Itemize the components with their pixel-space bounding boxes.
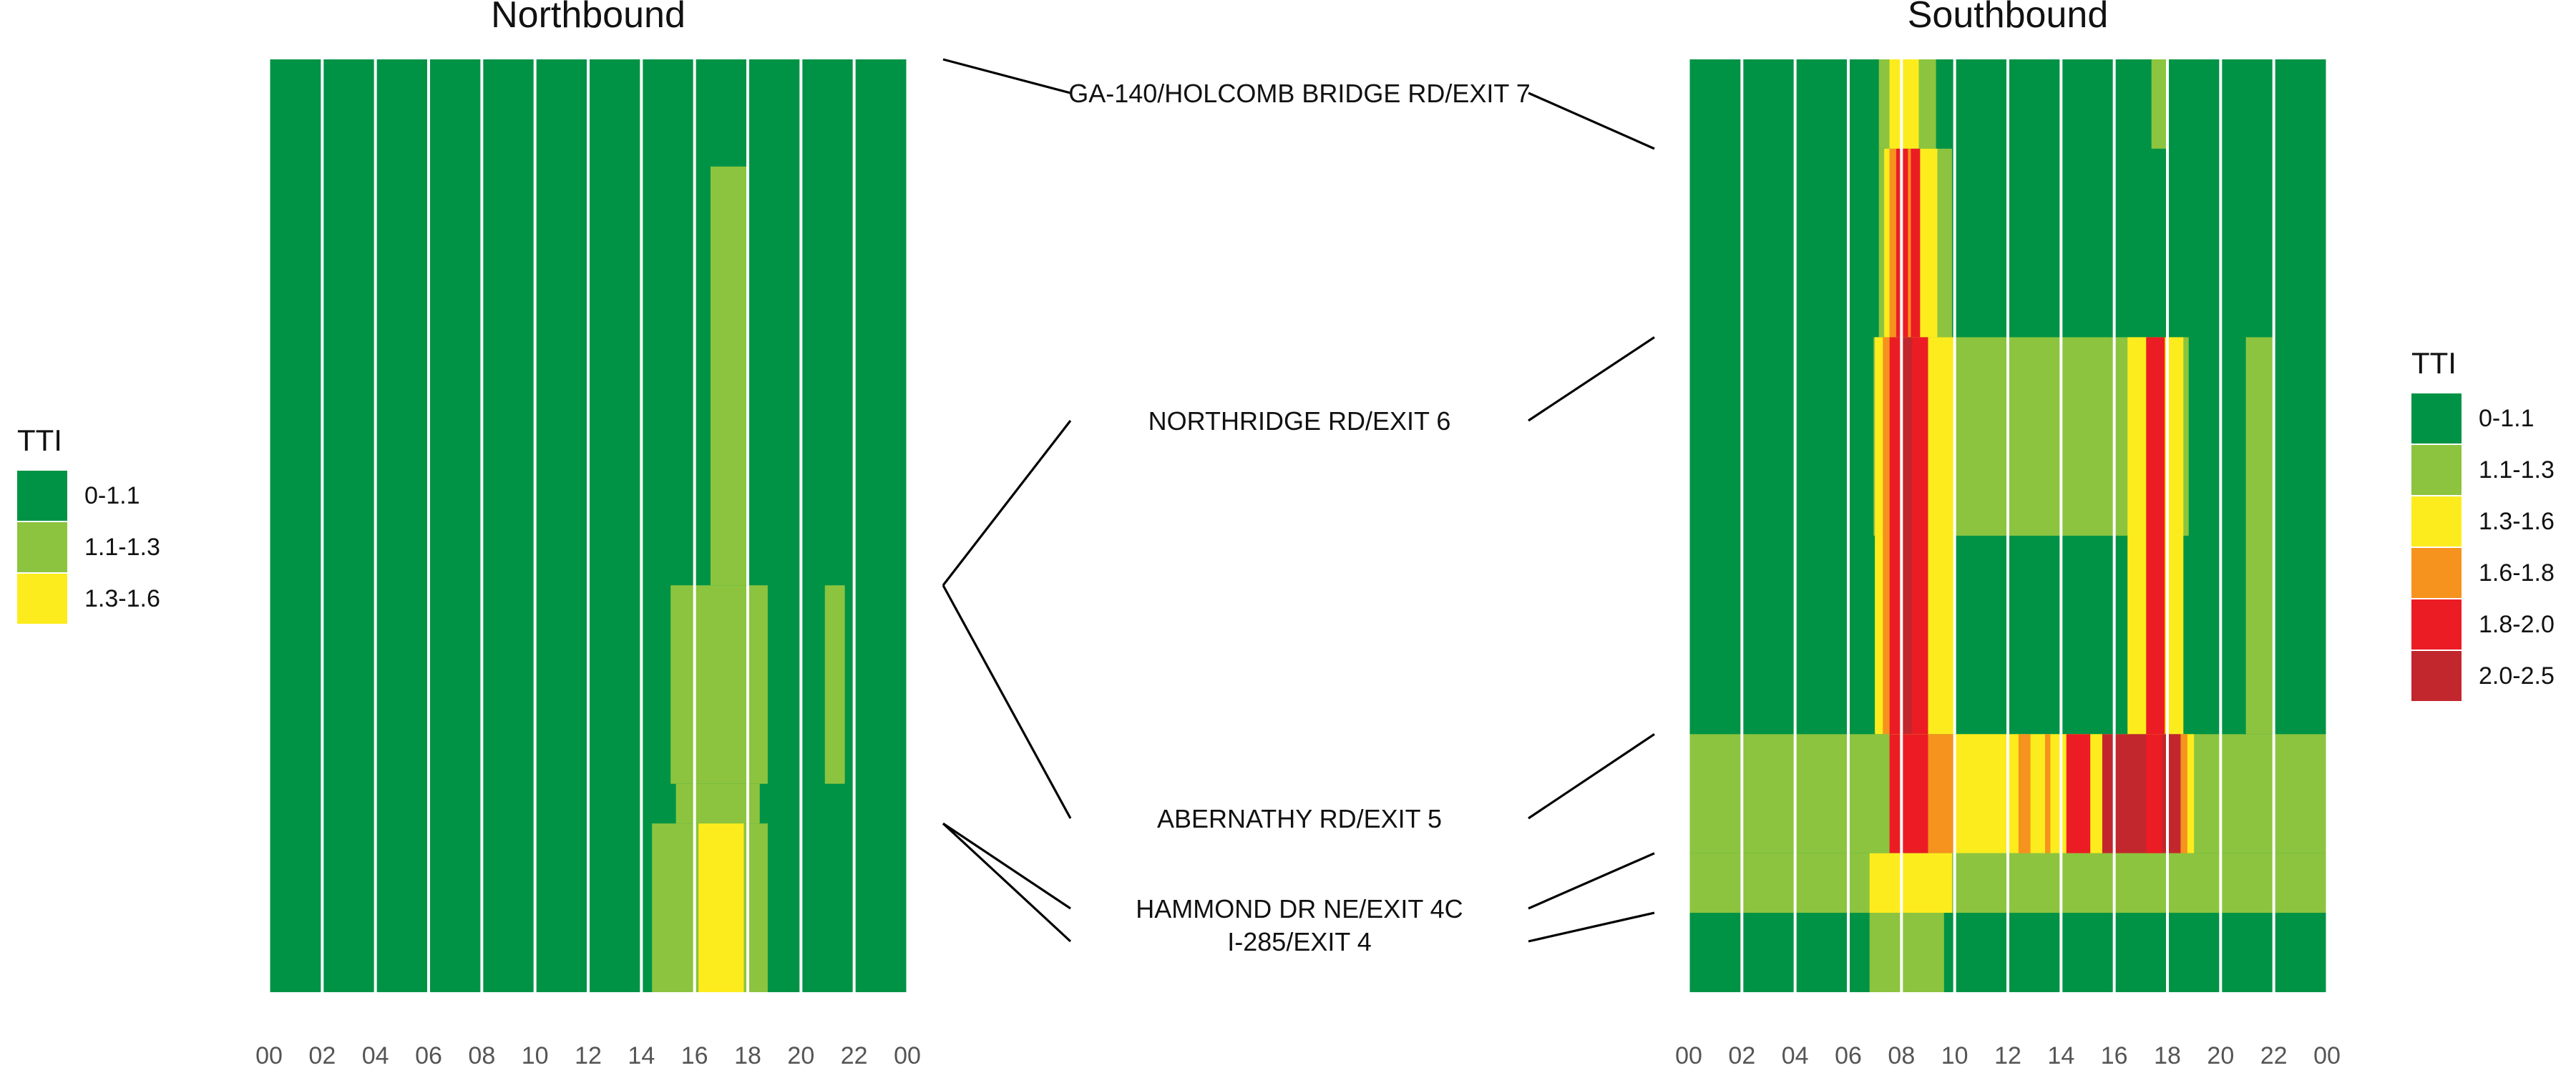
- southbound-x-tick-label: 00: [1675, 1042, 1702, 1069]
- interchange-leader-right: [1528, 911, 1655, 943]
- northbound-cell-0: [710, 166, 748, 586]
- southbound-cell-10: [2245, 337, 2273, 735]
- southbound-legend-label: 1.3-1.6: [2479, 508, 2555, 535]
- interchange-label: GA-140/HOLCOMB BRIDGE RD/EXIT 7: [1068, 79, 1531, 108]
- southbound-cell-7: [1908, 148, 1911, 338]
- interchange-label: NORTHRIDGE RD/EXIT 6: [1148, 406, 1451, 436]
- southbound-x-tick-label: 10: [1941, 1042, 1968, 1069]
- southbound-cell-26: [2180, 734, 2187, 853]
- northbound-x-tick-label: 16: [681, 1042, 708, 1069]
- southbound-x-tick-label: 12: [1994, 1042, 2021, 1069]
- southbound-x-tick-label: 06: [1835, 1042, 1862, 1069]
- northbound-cell-1: [670, 585, 768, 784]
- northbound-legend-label: 1.3-1.6: [84, 585, 160, 612]
- northbound-legend-swatch: [17, 471, 67, 521]
- northbound-title: Northbound: [491, 0, 686, 36]
- southbound-cell-23: [2066, 734, 2091, 853]
- interchange-leader-right: [1528, 336, 1655, 422]
- southbound-cell-21: [2018, 734, 2031, 853]
- northbound-x-tick-label: 14: [628, 1042, 655, 1069]
- southbound-cell-12: [1883, 337, 1890, 735]
- southbound-x-tick-label: 22: [2260, 1042, 2288, 1069]
- northbound-x-tick-label: 18: [734, 1042, 761, 1069]
- southbound-x-tick-label: 04: [1782, 1042, 1809, 1069]
- northbound-x-tick-label: 08: [468, 1042, 495, 1069]
- interchange-label: ABERNATHY RD/EXIT 5: [1157, 804, 1442, 833]
- southbound-legend-swatch: [2411, 445, 2462, 495]
- southbound-cell-28: [1869, 913, 1944, 992]
- southbound-cell-8: [1911, 148, 1921, 338]
- interchange-leader-right: [1528, 733, 1655, 820]
- northbound-legend-label: 0-1.1: [84, 482, 140, 509]
- southbound-cell-22: [2045, 734, 2051, 853]
- northbound-cell-5: [698, 823, 744, 992]
- southbound-cell-16: [2146, 337, 2165, 735]
- northbound-x-tick-label: 02: [308, 1042, 336, 1069]
- interchange-leader-right: [1528, 852, 1655, 910]
- southbound-legend-label: 1.1-1.3: [2479, 456, 2555, 484]
- northbound-legend-swatch: [17, 574, 67, 624]
- northbound-x-tick-label: 00: [255, 1042, 283, 1069]
- northbound-legend-title: TTI: [17, 423, 62, 457]
- northbound-x-tick-label: 22: [841, 1042, 868, 1069]
- southbound-legend-swatch: [2411, 651, 2462, 701]
- southbound-legend-label: 1.6-1.8: [2479, 559, 2555, 587]
- interchange-label: HAMMOND DR NE/EXIT 4C: [1136, 894, 1463, 923]
- southbound-cell-19: [1889, 734, 1928, 853]
- southbound-cell-14: [1901, 337, 1913, 735]
- interchange-leader-left: [942, 58, 1071, 94]
- southbound-cell-2: [2151, 59, 2167, 149]
- southbound-legend-swatch: [2411, 393, 2462, 444]
- southbound-title: Southbound: [1908, 0, 2109, 36]
- interchange-leader-right: [1528, 92, 1655, 150]
- northbound-x-tick-label: 12: [575, 1042, 602, 1069]
- southbound-x-tick-label: 16: [2101, 1042, 2128, 1069]
- southbound-legend-label: 0-1.1: [2479, 405, 2534, 432]
- interchange-label: I-285/EXIT 4: [1227, 927, 1371, 956]
- northbound-cell-3: [675, 783, 760, 824]
- southbound-x-tick-label: 02: [1728, 1042, 1755, 1069]
- southbound-legend-title: TTI: [2411, 346, 2457, 380]
- southbound-x-tick-label: 00: [2313, 1042, 2341, 1069]
- southbound-legend-label: 1.8-2.0: [2479, 611, 2555, 638]
- southbound-cell-25: [2146, 734, 2162, 853]
- southbound-legend-swatch: [2411, 496, 2462, 547]
- southbound-legend-swatch: [2411, 548, 2462, 598]
- northbound-legend-label: 1.1-1.3: [84, 534, 160, 561]
- southbound-cell-1: [1889, 59, 1919, 149]
- northbound-cell-2: [824, 585, 845, 784]
- interchange-leader-left: [942, 822, 1071, 910]
- southbound-x-tick-label: 08: [1888, 1042, 1915, 1069]
- southbound-x-tick-label: 18: [2154, 1042, 2181, 1069]
- southbound-legend-label: 2.0-2.5: [2479, 662, 2555, 690]
- northbound-x-tick-label: 00: [894, 1042, 921, 1069]
- northbound-x-tick-label: 10: [522, 1042, 549, 1069]
- northbound-x-tick-label: 06: [415, 1042, 442, 1069]
- southbound-cell-29: [1869, 853, 1952, 913]
- interchange-leader-left: [942, 584, 1072, 819]
- interchange-leader-left: [942, 420, 1072, 587]
- southbound-cell-5: [1889, 148, 1896, 338]
- southbound-x-tick-label: 20: [2207, 1042, 2234, 1069]
- northbound-x-tick-label: 04: [362, 1042, 389, 1069]
- northbound-x-tick-label: 20: [787, 1042, 814, 1069]
- southbound-cell-20: [1928, 734, 1955, 853]
- southbound-legend-swatch: [2411, 599, 2462, 650]
- southbound-x-tick-label: 14: [2047, 1042, 2074, 1069]
- northbound-legend-swatch: [17, 522, 67, 572]
- interchange-leader-left: [942, 822, 1072, 943]
